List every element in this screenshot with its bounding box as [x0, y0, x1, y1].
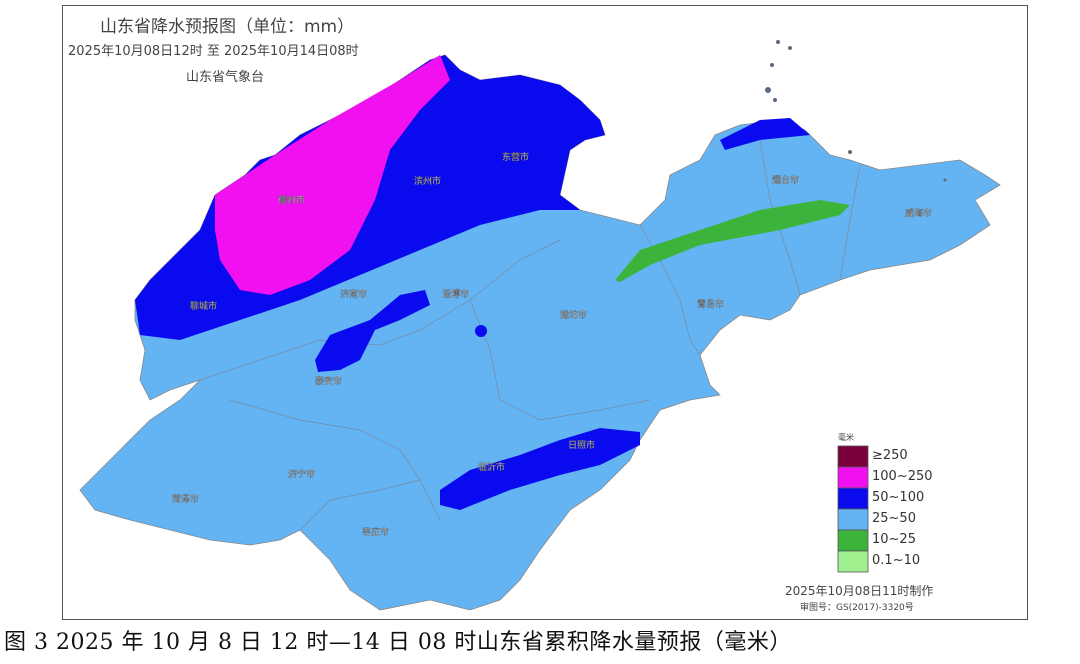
city-label: 淄博市: [442, 288, 469, 300]
region-100-250: [215, 55, 450, 295]
legend-label: 10~25: [872, 532, 916, 547]
city-label: 聊城市: [190, 300, 217, 312]
city-label: 菏泽市: [172, 493, 199, 505]
map-title: 山东省降水预报图（单位：mm）: [100, 17, 355, 37]
legend-swatch: [837, 466, 869, 489]
figure-caption: 图 3 2025 年 10 月 8 日 12 时—14 日 08 时山东省累积降…: [4, 630, 792, 655]
city-label: 滨州市: [414, 175, 441, 187]
region-10-25: [615, 200, 850, 282]
city-label: 日照市: [568, 439, 595, 451]
city-label: 东营市: [502, 151, 529, 163]
city-label: 潍坊市: [560, 309, 587, 321]
made-time: 2025年10月08日11时制作: [785, 584, 934, 598]
islands: [765, 40, 947, 182]
legend-label: ≥250: [872, 448, 908, 463]
city-label: 德州市: [278, 194, 305, 206]
city-label: 青岛市: [697, 298, 724, 310]
legend-swatches: [837, 445, 869, 573]
agency-name: 山东省气象台: [186, 70, 265, 85]
city-label: 济南市: [340, 288, 367, 300]
city-label: 济宁市: [288, 468, 315, 480]
legend-label: 50~100: [872, 490, 925, 505]
legend-swatch: [837, 529, 869, 552]
forecast-period: 2025年10月08日12时 至 2025年10月14日08时: [68, 44, 359, 59]
city-label: 威海市: [905, 207, 932, 219]
legend-label: 25~50: [872, 511, 916, 526]
legend-label: 100~250: [872, 469, 933, 484]
city-labels: 德州市 滨州市 东营市 聊城市 济南市 淄博市 潍坊市 烟台市 威海市 青岛市 …: [172, 151, 932, 538]
legend-label: 0.1~10: [872, 553, 921, 568]
legend-swatch: [837, 487, 869, 510]
approval-number: 审图号：GS(2017)-3320号: [800, 603, 914, 613]
city-label: 烟台市: [772, 174, 799, 186]
legend-unit: 毫米: [838, 433, 854, 442]
city-label: 泰安市: [315, 375, 342, 387]
legend-swatch: [837, 445, 869, 468]
city-label: 临沂市: [478, 461, 505, 473]
legend-swatch: [837, 508, 869, 531]
legend-swatch: [837, 550, 869, 573]
city-label: 枣庄市: [362, 526, 389, 538]
